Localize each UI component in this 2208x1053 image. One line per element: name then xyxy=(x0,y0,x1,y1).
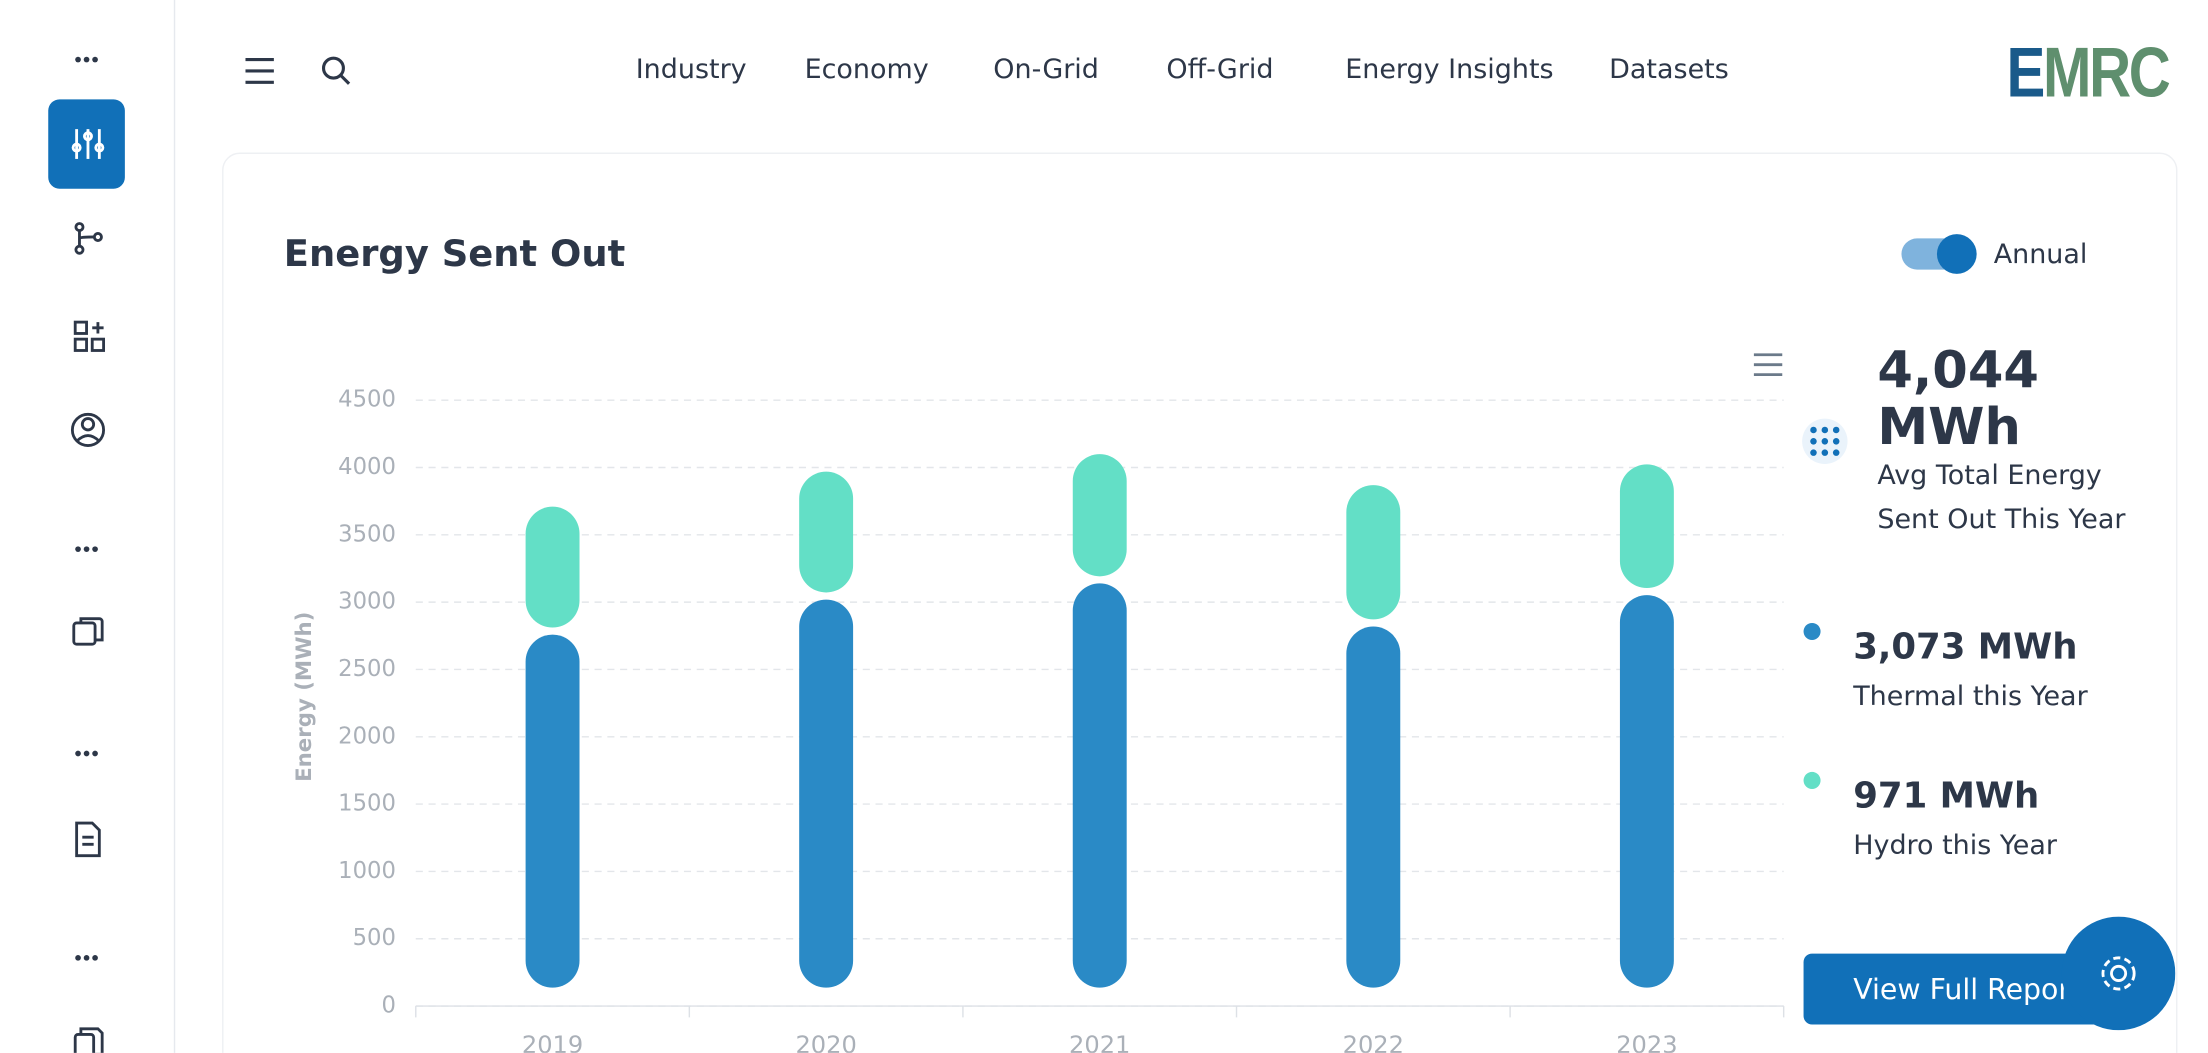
x-tick-label: 2022 xyxy=(1343,1031,1404,1053)
filter-icon xyxy=(71,129,105,159)
bar-segment xyxy=(1619,464,1674,589)
bar-segment xyxy=(799,471,854,593)
hydro-value: 971 MWh xyxy=(1853,774,2040,816)
y-tick-label: 1000 xyxy=(338,858,396,884)
y-tick-label: 0 xyxy=(381,993,395,1019)
nav-link[interactable]: Off-Grid xyxy=(1166,53,1274,86)
hydro-dot xyxy=(1803,771,1821,789)
y-tick-label: 3000 xyxy=(338,589,396,615)
nav-link[interactable]: Energy Insights xyxy=(1345,53,1554,86)
chart-menu[interactable] xyxy=(1753,353,1783,377)
toggle-knob[interactable] xyxy=(1936,234,1977,274)
bar-segment xyxy=(1072,583,1127,988)
thermal-value: 3,073 MWh xyxy=(1853,625,2078,667)
card xyxy=(222,152,2178,1053)
bar-segment xyxy=(1072,454,1127,577)
toggle-label: Annual xyxy=(1994,239,2088,270)
hydro-caption: Hydro this Year xyxy=(1853,830,2057,862)
card-title: Energy Sent Out xyxy=(284,232,625,275)
bar-segment xyxy=(525,634,580,988)
total-caption: Avg Total Energy Sent Out This Year xyxy=(1877,459,2126,535)
nav-link[interactable]: Industry xyxy=(635,53,747,86)
sidebar-icons[interactable] xyxy=(70,222,106,1053)
x-tick-label: 2021 xyxy=(1069,1031,1130,1053)
nav-link[interactable]: Datasets xyxy=(1609,53,1729,86)
bar-segment xyxy=(1346,626,1401,988)
logo-rest: MRC xyxy=(2042,32,2171,113)
y-tick-label: 4500 xyxy=(338,387,396,413)
y-tick-label: 1500 xyxy=(338,791,396,817)
y-tick-label: 2500 xyxy=(338,656,396,682)
total-icon xyxy=(1810,426,1840,456)
x-tick-label: 2023 xyxy=(1616,1031,1677,1053)
total-value: 4,044 MWh xyxy=(1877,341,2039,457)
bar-segment xyxy=(1619,595,1674,988)
sidebar-dots xyxy=(75,56,98,961)
y-tick-label: 3500 xyxy=(338,521,396,547)
logo[interactable]: EMRC xyxy=(2006,31,2171,113)
y-tick-label: 500 xyxy=(353,925,396,951)
nav-link[interactable]: Economy xyxy=(804,53,929,86)
bar-segment xyxy=(799,599,854,988)
y-axis-label: Energy (MWh) xyxy=(292,612,317,782)
y-tick-label: 4000 xyxy=(338,454,396,480)
y-tick-label: 2000 xyxy=(338,723,396,749)
settings-button[interactable] xyxy=(2061,916,2176,1031)
thermal-caption: Thermal this Year xyxy=(1853,681,2088,713)
logo-e: E xyxy=(2006,32,2045,113)
thermal-dot xyxy=(1803,622,1821,640)
nav-link[interactable]: On-Grid xyxy=(993,53,1099,86)
bar-segment xyxy=(1346,485,1401,620)
nav-icons[interactable] xyxy=(245,56,351,85)
x-tick-label: 2019 xyxy=(522,1031,583,1053)
bar-segment xyxy=(525,506,580,628)
x-tick-label: 2020 xyxy=(795,1031,856,1053)
